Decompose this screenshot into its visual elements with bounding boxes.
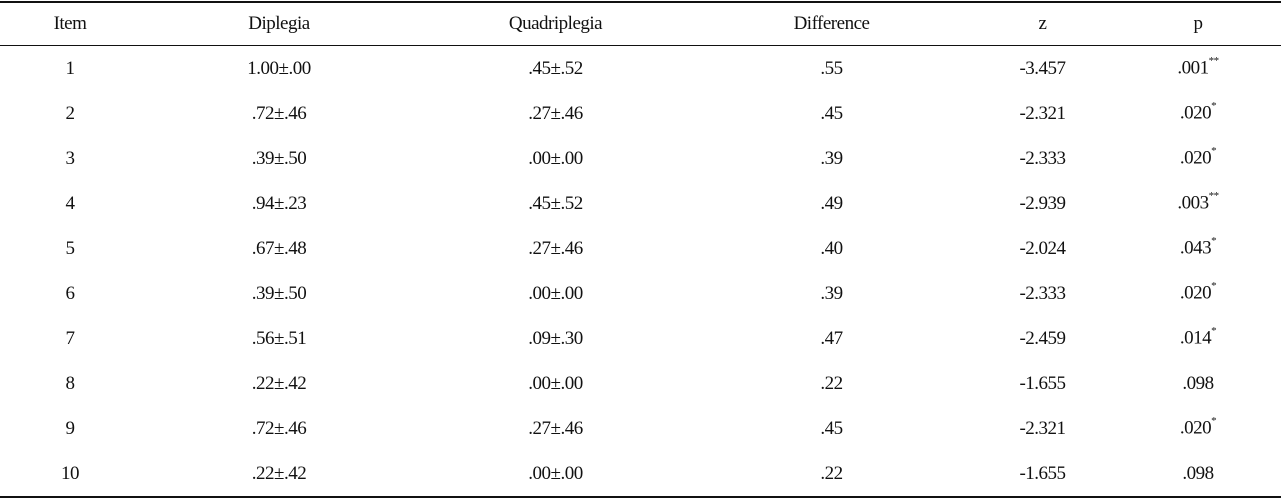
column-header: Difference — [793, 13, 870, 34]
column-header: Diplegia — [248, 13, 310, 34]
table-cell: .00±.00 — [528, 462, 583, 484]
table-cell: .56±.51 — [251, 327, 307, 349]
table-body: 1 1.00±.00.45±.52.55 -3.457.001** 2.72±.46.… — [0, 46, 1281, 497]
significance-mark: * — [1211, 280, 1217, 293]
table-cell: .39±.50 — [251, 282, 307, 304]
column-header: p — [1193, 13, 1204, 34]
table-cell: -1.655 — [1019, 462, 1066, 484]
table-cell: .45±.52 — [528, 57, 583, 79]
table-cell: 4 — [65, 192, 76, 214]
table-cell: .22 — [820, 462, 843, 484]
table-cell: 7 — [65, 327, 76, 349]
table-row: 8 .22±.42 .00±.00 .22 -1.655 .098 — [0, 361, 1281, 406]
significance-mark: * — [1211, 325, 1217, 338]
table-cell: -2.024 — [1019, 237, 1066, 259]
table-row: 5 .67±.48 .27±.46 .40 -2.024 .043* — [0, 226, 1281, 271]
table-cell: 5 — [65, 237, 76, 259]
table-cell: 2 — [65, 102, 76, 124]
table-cell: .014* — [1115, 316, 1281, 361]
table-cell: .00±.00 — [528, 147, 583, 169]
column-header: Item — [53, 13, 87, 34]
table-cell: 10 — [61, 462, 80, 484]
table-cell: -2.333 — [1019, 282, 1066, 304]
table-row: 3 .39±.50 .00±.00 .39 -2.333 .020* — [0, 136, 1281, 181]
table-cell: 6 — [65, 282, 76, 304]
table-cell: .098 — [1115, 361, 1281, 406]
table-cell: .09±.30 — [528, 327, 583, 349]
table-cell: -1.655 — [1019, 372, 1066, 394]
p-value: .001 — [1177, 57, 1209, 79]
table-cell: .47 — [820, 327, 843, 349]
table-header: Item Diplegia Quadriplegia Difference z p — [0, 2, 1281, 46]
table-cell: .001** — [1115, 46, 1281, 92]
table-cell: .020* — [1115, 91, 1281, 136]
table-cell: .39 — [820, 147, 843, 169]
table-cell: .45 — [820, 417, 843, 439]
p-value: .020 — [1179, 282, 1212, 304]
table-cell: 1 — [65, 57, 76, 79]
table-cell: .22 — [820, 372, 843, 394]
table-cell: .27±.46 — [528, 237, 583, 259]
p-value: .020 — [1179, 147, 1212, 169]
table-cell: .45 — [820, 102, 843, 124]
p-value: .014 — [1179, 327, 1212, 349]
table-cell: .39 — [820, 282, 843, 304]
table-cell: .00±.00 — [528, 372, 583, 394]
significance-mark: * — [1211, 415, 1217, 428]
table-cell: .39±.50 — [251, 147, 307, 169]
table-cell: -2.459 — [1019, 327, 1066, 349]
table-cell: .22±.42 — [251, 372, 307, 394]
table-cell: .72±.46 — [251, 102, 307, 124]
p-value: .020 — [1179, 102, 1212, 124]
table-cell: .27±.46 — [528, 417, 583, 439]
p-value: .098 — [1182, 372, 1214, 394]
table-cell: .22±.42 — [251, 462, 307, 484]
table-cell: .45±.52 — [528, 192, 583, 214]
table-cell: 1.00±.00 — [247, 57, 311, 79]
table-cell: 3 — [65, 147, 76, 169]
table-cell: .67±.48 — [251, 237, 307, 259]
column-header: z — [1038, 13, 1047, 34]
table-row: 7 .56±.51 .09±.30 .47 -2.459 .014* — [0, 316, 1281, 361]
table-row: 1 1.00±.00 .45±.52 .55 -3.457 .001** — [0, 46, 1281, 92]
significance-mark: ** — [1208, 55, 1220, 68]
table-cell: .043* — [1115, 226, 1281, 271]
table-row: 4 .94±.23 .45±.52 .49 -2.939 .003** — [0, 181, 1281, 226]
table-cell: -2.321 — [1019, 102, 1066, 124]
table-cell: .020* — [1115, 271, 1281, 316]
significance-mark: * — [1211, 100, 1217, 113]
table-cell: .098 — [1115, 451, 1281, 497]
table-row: 9 .72±.46 .27±.46 .45 -2.321 .020* — [0, 406, 1281, 451]
significance-mark: * — [1211, 235, 1217, 248]
table-cell: .55 — [820, 57, 843, 79]
table-cell: .72±.46 — [251, 417, 307, 439]
p-value: .003 — [1177, 192, 1209, 214]
table-cell: .020* — [1115, 136, 1281, 181]
table-row: 2 .72±.46 .27±.46 .45 -2.321 .020* — [0, 91, 1281, 136]
table-cell: .40 — [820, 237, 843, 259]
significance-mark: ** — [1208, 190, 1220, 203]
table-cell: 8 — [65, 372, 76, 394]
table-row: 10 .22±.42 .00±.00 .22 -1.655 .098 — [0, 451, 1281, 497]
table-cell: .27±.46 — [528, 102, 583, 124]
significance-mark: * — [1211, 145, 1217, 158]
table-cell: -3.457 — [1019, 57, 1066, 79]
p-value: .020 — [1179, 417, 1212, 439]
table-cell: .49 — [820, 192, 843, 214]
table-cell: .00±.00 — [528, 282, 583, 304]
p-value: .098 — [1182, 462, 1214, 484]
table-cell: .94±.23 — [251, 192, 307, 214]
table-cell: .003** — [1115, 181, 1281, 226]
table-cell: -2.939 — [1019, 192, 1066, 214]
table-cell: .020* — [1115, 406, 1281, 451]
p-value: .043 — [1179, 237, 1212, 259]
table-cell: -2.321 — [1019, 417, 1066, 439]
header-row: Item Diplegia Quadriplegia Difference z p — [0, 2, 1281, 46]
column-header: Quadriplegia — [508, 13, 603, 34]
table-row: 6 .39±.50 .00±.00 .39 -2.333 .020* — [0, 271, 1281, 316]
table-cell: -2.333 — [1019, 147, 1066, 169]
table-cell: 9 — [65, 417, 76, 439]
